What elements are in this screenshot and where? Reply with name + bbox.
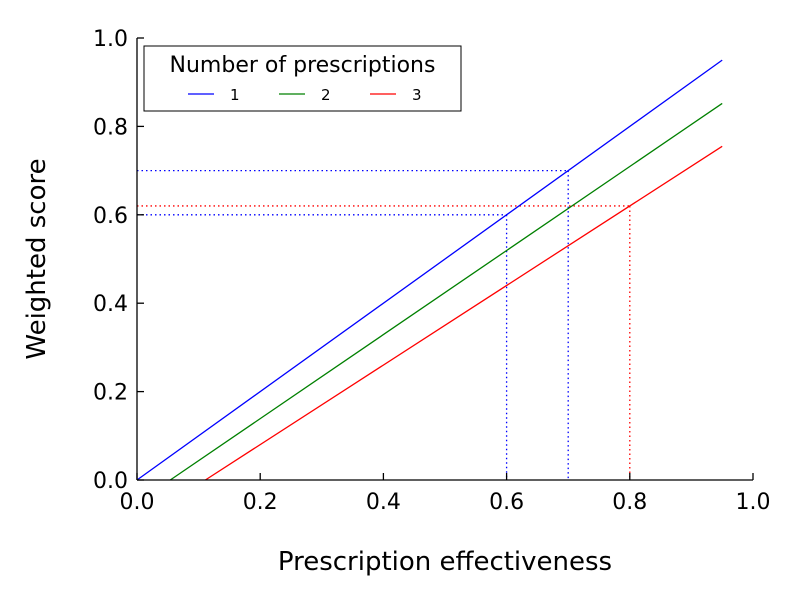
legend-box xyxy=(143,45,462,112)
reference-lines xyxy=(137,169,631,480)
x-tick-label: 0.0 xyxy=(120,490,155,515)
y-tick-label: 0.0 xyxy=(93,469,128,494)
tick-labels: 0.0 0.2 0.4 0.6 0.8 1.0 0.0 0.2 0.4 0.6 0.8 1.0 xyxy=(93,27,771,515)
legend-label-3: 3 xyxy=(412,86,422,104)
legend-entries: 1 2 3 xyxy=(188,86,422,104)
x-axis-title: Prescription effectiveness xyxy=(278,547,612,577)
x-tick-label: 0.6 xyxy=(489,490,524,515)
legend-label-1: 1 xyxy=(230,86,240,104)
y-tick-label: 0.2 xyxy=(93,381,128,406)
x-tick-label: 0.2 xyxy=(243,490,278,515)
series-line-2 xyxy=(169,102,723,481)
series-line-3 xyxy=(205,145,723,481)
x-tick-label: 1.0 xyxy=(736,490,771,515)
series-line-1 xyxy=(136,59,723,481)
y-axis-title: Weighted score xyxy=(22,158,52,359)
legend: Number of prescriptions 1 2 3 xyxy=(143,45,462,112)
y-tick-label: 0.4 xyxy=(93,292,128,317)
x-tick-label: 0.4 xyxy=(366,490,401,515)
y-tick-label: 1.0 xyxy=(93,27,128,52)
legend-label-2: 2 xyxy=(321,86,331,104)
series-lines xyxy=(136,59,723,481)
axes xyxy=(136,37,754,481)
x-tick-label: 0.8 xyxy=(612,490,647,515)
y-tick-label: 0.6 xyxy=(93,204,128,229)
y-tick-label: 0.8 xyxy=(93,115,128,140)
legend-title: Number of prescriptions xyxy=(170,53,436,78)
